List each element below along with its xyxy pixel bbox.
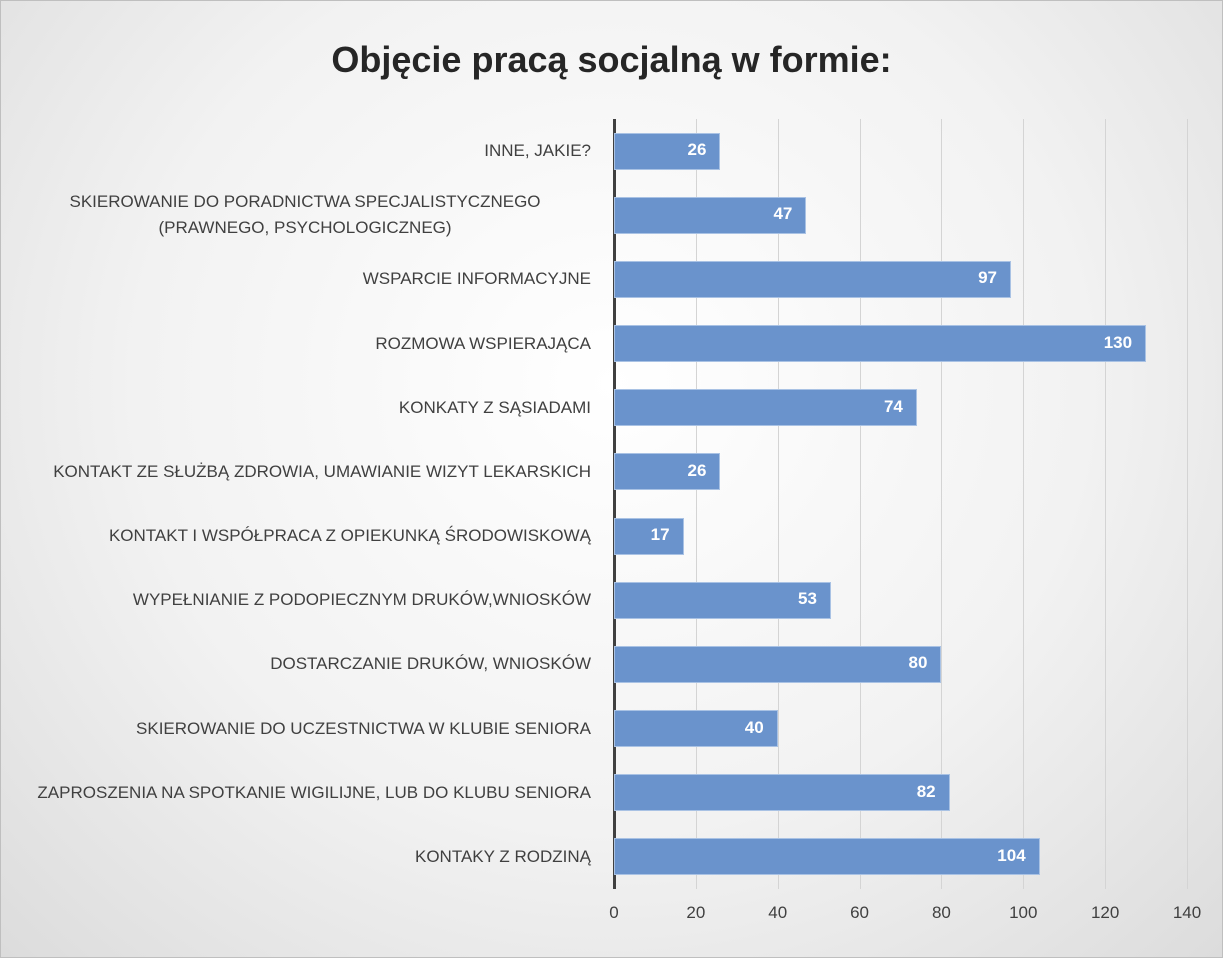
y-tick-label-box: WSPARCIE INFORMACYJNE	[19, 249, 591, 309]
x-tick-label: 120	[1090, 903, 1120, 922]
data-label: 53	[797, 589, 817, 609]
data-label: 40	[744, 717, 764, 737]
data-label: 74	[883, 396, 903, 416]
data-label: 97	[978, 268, 997, 288]
y-tick-label-box: WYPEŁNIANIE Z PODOPIECZNYM DRUKÓW,WNIOSK…	[19, 570, 591, 630]
grid-line	[777, 119, 779, 889]
y-tick-label-box: DOSTARCZANIE DRUKÓW, WNIOSKÓW	[19, 634, 591, 694]
y-tick-label: WYPEŁNIANIE Z PODOPIECZNYM DRUKÓW,WNIOSK…	[132, 590, 591, 610]
y-tick-label-box: ROZMOWA WSPIERAJĄCA	[19, 314, 591, 374]
y-tick-label: SKIEROWANIE DO UCZESTNICTWA W KLUBIE SEN…	[136, 718, 591, 738]
data-label: 26	[687, 140, 707, 160]
bar	[614, 453, 721, 491]
y-tick-label: KONTAKT I WSPÓŁPRACA Z OPIEKUNKĄ ŚRODOWI…	[108, 526, 591, 546]
y-tick-label: KONTAKY Z RODZINĄ	[414, 846, 591, 866]
bar	[614, 260, 1011, 298]
y-tick-label-box: KONTAKY Z RODZINĄ	[19, 827, 591, 887]
bar	[614, 838, 1040, 876]
x-tick-label: 0	[609, 903, 619, 922]
data-label: 80	[908, 653, 928, 673]
data-label: 17	[650, 525, 670, 545]
bar	[614, 517, 684, 555]
grid-line	[1023, 119, 1025, 889]
data-label: 130	[1103, 332, 1133, 352]
x-tick-label: 40	[768, 903, 788, 922]
y-tick-label: ROZMOWA WSPIERAJĄCA	[375, 333, 591, 353]
bar	[614, 325, 1147, 363]
y-axis-line	[613, 119, 616, 889]
data-label: 104	[997, 845, 1026, 865]
x-tick-label: 60	[850, 903, 870, 922]
bar	[614, 645, 942, 683]
data-label: 47	[773, 204, 793, 224]
y-tick-label-box: ZAPROSZENIA NA SPOTKANIE WIGILIJNE, LUB …	[19, 763, 591, 823]
x-tick-label: 100	[1009, 903, 1038, 922]
y-tick-label: SKIEROWANIE DO PORADNICTWA SPECJALISTYCZ…	[69, 192, 541, 238]
grid-line	[695, 119, 697, 889]
chart-title: Objęcie pracą socjalną w formie:	[331, 39, 892, 80]
bar	[614, 581, 831, 619]
data-label: 82	[916, 781, 936, 801]
grid-line	[1187, 119, 1188, 889]
y-tick-label: ZAPROSZENIA NA SPOTKANIE WIGILIJNE, LUB …	[37, 782, 591, 802]
x-tick-label: 140	[1172, 903, 1202, 922]
grid-line	[1105, 119, 1107, 889]
bar	[614, 389, 917, 427]
y-tick-label-box: SKIEROWANIE DO PORADNICTWA SPECJALISTYCZ…	[19, 185, 591, 245]
y-tick-label-box: INNE, JAKIE?	[19, 121, 591, 181]
data-label: 26	[687, 460, 707, 480]
bar	[614, 196, 807, 234]
y-tick-label-box: SKIEROWANIE DO UCZESTNICTWA W KLUBIE SEN…	[19, 699, 591, 759]
y-tick-label: WSPARCIE INFORMACYJNE	[362, 269, 591, 289]
bar	[614, 132, 721, 170]
y-tick-label-box: KONKATY Z SĄSIADAMI	[19, 378, 591, 438]
y-tick-label: KONTAKT ZE SŁUŻBĄ ZDROWIA, UMAWIANIE WIZ…	[53, 461, 591, 481]
x-tick-label: 20	[686, 903, 706, 922]
y-tick-label: KONKATY Z SĄSIADAMI	[398, 397, 591, 417]
grid-line	[859, 119, 861, 889]
bar	[614, 710, 778, 748]
y-tick-label: DOSTARCZANIE DRUKÓW, WNIOSKÓW	[270, 654, 591, 674]
x-tick-label: 80	[931, 903, 951, 922]
y-tick-label-box: KONTAKT ZE SŁUŻBĄ ZDROWIA, UMAWIANIE WIZ…	[19, 442, 591, 502]
bar	[614, 774, 950, 812]
y-tick-label: INNE, JAKIE?	[484, 141, 591, 161]
y-tick-label-box: KONTAKT I WSPÓŁPRACA Z OPIEKUNKĄ ŚRODOWI…	[19, 506, 591, 566]
grid-line	[941, 119, 943, 889]
